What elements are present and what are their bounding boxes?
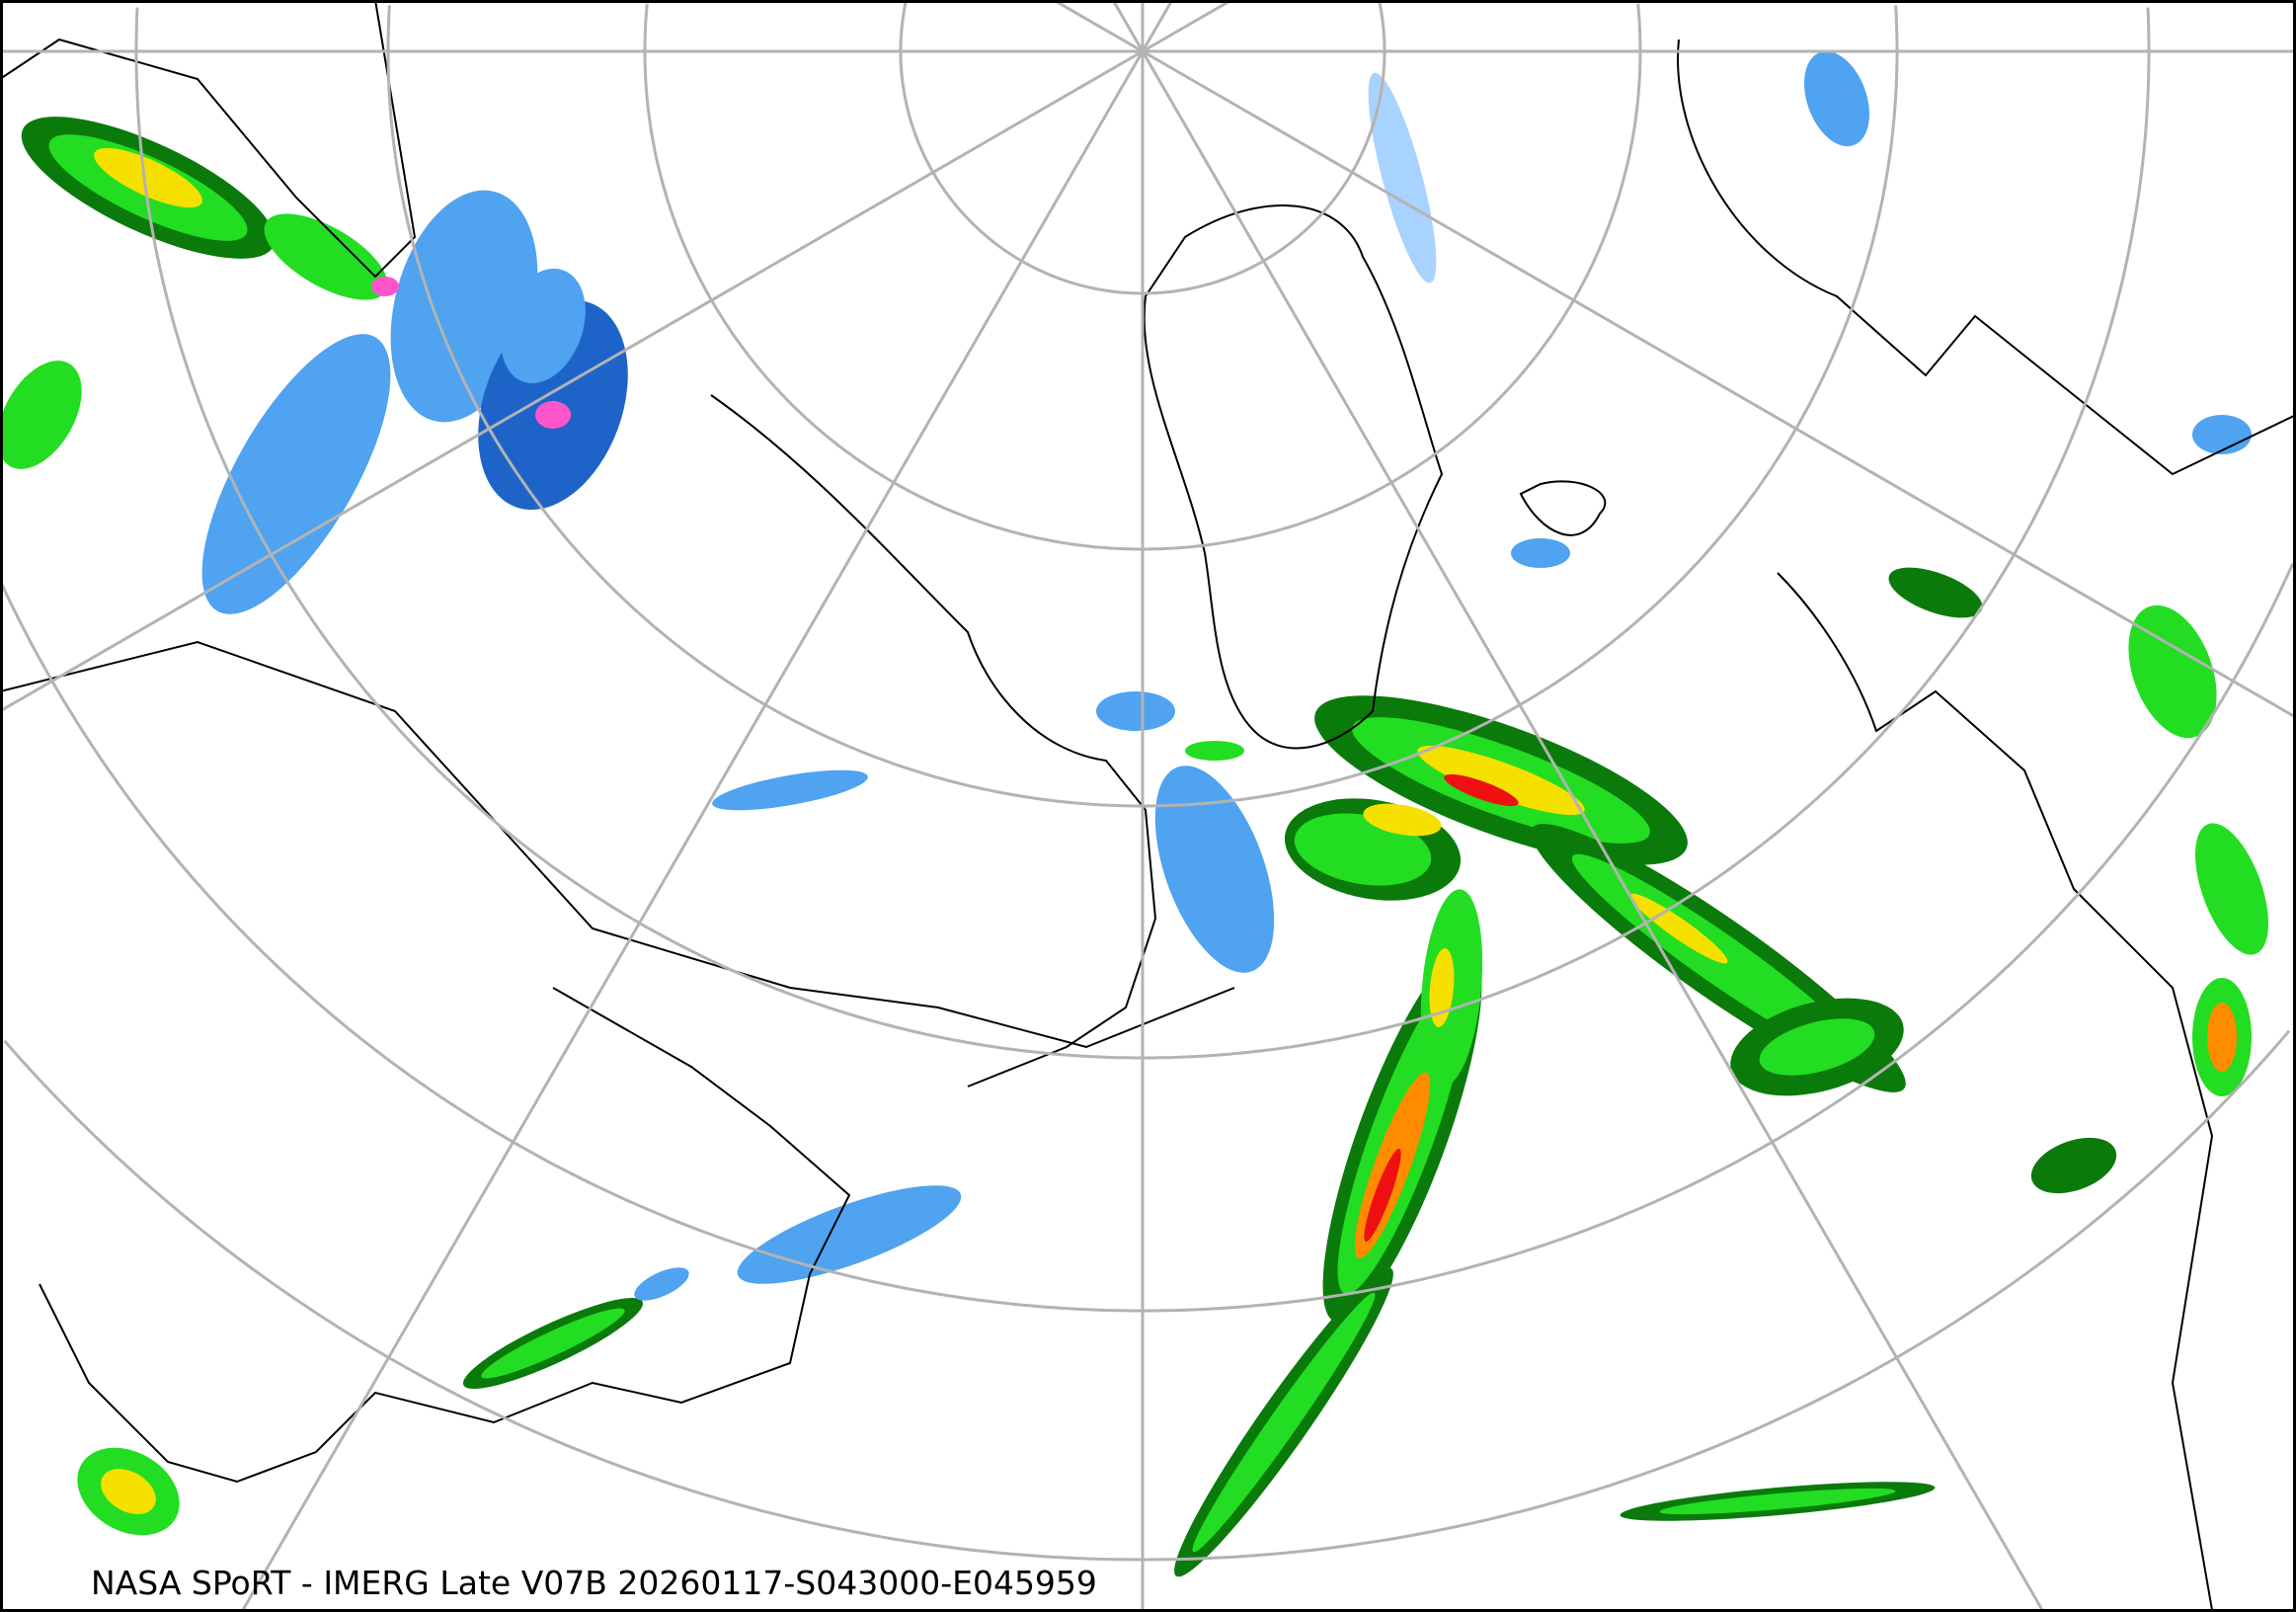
meridian-line (1141, 0, 1174, 52)
precip-area (1096, 691, 1175, 731)
coastline (39, 987, 851, 1484)
precip-area (2195, 823, 2268, 955)
precip-area (1363, 803, 1442, 837)
precip-area (1629, 893, 1728, 964)
precipitation-layer (0, 50, 2268, 1577)
precip-area (1429, 948, 1455, 1027)
latitude-circle (899, 0, 1386, 295)
precip-area (634, 1267, 689, 1301)
precip-area (535, 401, 571, 429)
precip-area (2030, 1137, 2117, 1194)
precip-area (2207, 1003, 2237, 1072)
precip-area (1417, 745, 1585, 816)
precip-area (2128, 604, 2217, 739)
meridian-line (1111, 0, 1145, 52)
coastline (1519, 480, 1607, 536)
map-caption: NASA SPoRT - IMERG Late V07B 20260117-S0… (91, 1564, 1097, 1602)
precip-area (264, 213, 388, 300)
coastline (0, 640, 1235, 1049)
coastline (0, 0, 417, 279)
coastline (710, 394, 1157, 1088)
coastline (1677, 39, 2296, 476)
coastline (1143, 203, 1444, 750)
precip-area (481, 1308, 625, 1379)
precip-area (0, 361, 82, 469)
precip-area (201, 334, 391, 614)
meridian-line (1141, 50, 2045, 1612)
meridian-line (1053, 0, 1144, 53)
meridian-line (0, 49, 1144, 713)
precip-area (94, 147, 202, 208)
latitude-circle (0, 562, 2295, 1313)
latitude-circle (643, 3, 1642, 551)
coastline (1777, 572, 2214, 1611)
meridian-line (1142, 0, 1232, 53)
precip-area (1888, 567, 1983, 618)
precip-area (1511, 538, 1570, 568)
precip-area (1659, 1488, 1896, 1515)
precip-area (371, 277, 399, 296)
precip-area (1364, 1148, 1401, 1243)
precip-area (1192, 1292, 1376, 1553)
latitude-circle (386, 5, 1899, 808)
precip-area (101, 1469, 156, 1514)
precip-area (1368, 72, 1437, 283)
latitude-circle (3, 1029, 2291, 1562)
precip-area (1804, 50, 1869, 147)
precip-area (1154, 766, 1275, 973)
precip-area (737, 1185, 962, 1284)
precip-area (1185, 741, 1244, 761)
precip-area (2192, 415, 2252, 454)
precip-area (712, 769, 868, 811)
meridian-line (240, 50, 1145, 1612)
precip-area (501, 268, 586, 384)
meridian-line (1142, 49, 2296, 719)
precip-area (1759, 1018, 1875, 1076)
latitude-circle (134, 7, 2151, 1060)
precip-area (1444, 773, 1519, 807)
